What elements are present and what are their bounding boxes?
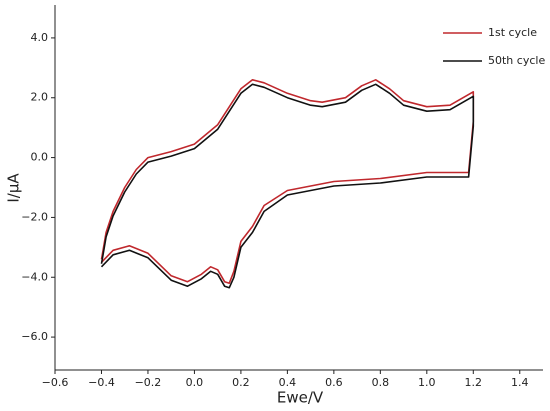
y-tick-label: 2.0 — [31, 91, 49, 104]
y-axis-title: I/μA — [5, 173, 23, 203]
x-tick-label: −0.4 — [88, 376, 115, 389]
cv-curve — [100, 79, 475, 284]
x-tick-label: 1.0 — [418, 376, 436, 389]
y-tick-label: −2.0 — [21, 210, 48, 223]
legend-label: 50th cycle — [488, 54, 545, 67]
x-tick-label: 0.4 — [279, 376, 297, 389]
legend-label: 1st cycle — [488, 26, 537, 39]
x-axis-title: Ewe/V — [277, 389, 324, 407]
y-tick-label: 0.0 — [31, 151, 49, 164]
y-tick-label: 4.0 — [31, 31, 49, 44]
cv-curve — [100, 83, 475, 289]
x-tick-label: 0.6 — [325, 376, 343, 389]
x-tick-label: 1.4 — [511, 376, 529, 389]
x-tick-label: 1.2 — [465, 376, 483, 389]
y-tick-label: −4.0 — [21, 270, 48, 283]
x-tick-label: 0.0 — [186, 376, 204, 389]
x-tick-label: −0.6 — [42, 376, 69, 389]
x-tick-label: −0.2 — [135, 376, 162, 389]
x-tick-label: 0.2 — [232, 376, 250, 389]
y-tick-label: −6.0 — [21, 330, 48, 343]
x-tick-label: 0.8 — [372, 376, 390, 389]
